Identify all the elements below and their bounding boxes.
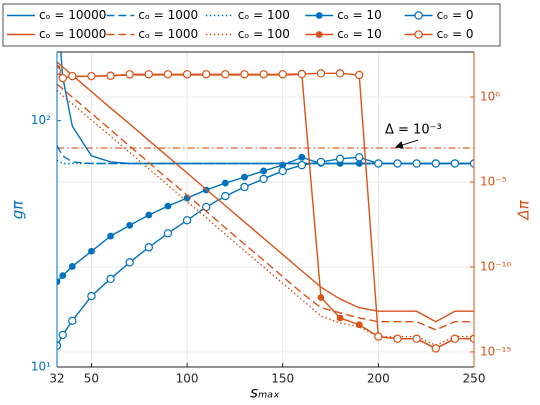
point — [106, 274, 115, 284]
point — [278, 166, 287, 176]
y-axis-label: gπ — [9, 200, 27, 220]
point — [297, 69, 307, 79]
point — [412, 159, 421, 168]
point — [316, 157, 326, 167]
point — [163, 229, 173, 238]
point — [374, 159, 383, 168]
series-line — [57, 61, 474, 323]
point — [68, 263, 76, 270]
point — [202, 70, 211, 79]
point — [241, 173, 248, 181]
point — [106, 71, 115, 80]
point — [316, 69, 326, 78]
point — [450, 159, 460, 168]
point — [144, 70, 154, 79]
point — [221, 191, 230, 201]
series-group — [57, 52, 474, 353]
point — [58, 73, 67, 83]
legend-marker — [414, 30, 423, 39]
point — [164, 202, 172, 210]
legend-label: cₒ = 0 — [437, 27, 474, 41]
point — [393, 159, 402, 168]
x-tick-label: 150 — [271, 372, 294, 386]
reference-label: Δ = 10⁻³ — [385, 123, 442, 138]
x-tick-label: 32 — [49, 372, 64, 386]
point — [87, 71, 96, 81]
legend-label: cₒ = 10 — [337, 8, 382, 22]
point — [374, 332, 383, 341]
x-tick-label: 100 — [176, 372, 199, 386]
x-tick-label: 250 — [463, 372, 486, 386]
point — [87, 291, 96, 301]
y2-tick-label: 10⁰ — [480, 90, 500, 104]
plot-area — [57, 52, 474, 367]
point — [259, 174, 268, 184]
point — [298, 153, 306, 161]
point — [355, 321, 363, 329]
point — [125, 258, 134, 267]
point — [355, 153, 364, 162]
point — [182, 216, 192, 225]
y2-tick-label: 10⁻¹⁵ — [480, 344, 511, 358]
point — [355, 160, 363, 167]
y-tick-label: 10² — [31, 113, 51, 127]
legend-label: cₒ = 1000 — [138, 8, 198, 22]
series-line — [57, 83, 474, 331]
x-tick-label: 50 — [84, 372, 99, 386]
point — [88, 247, 95, 255]
point — [107, 232, 114, 240]
legend-marker — [315, 12, 323, 19]
legend-box — [2, 3, 501, 47]
point — [335, 154, 345, 164]
point — [335, 69, 345, 78]
point — [259, 70, 268, 79]
y-tick-label: 10¹ — [31, 360, 51, 374]
point — [393, 334, 402, 343]
legend: cₒ = 10000 cₒ = 1000 cₒ = 100 cₒ = 10 cₒ = 0… — [2, 3, 501, 47]
reference-arrow — [395, 139, 419, 149]
point — [412, 334, 421, 343]
point — [59, 272, 67, 279]
point — [126, 221, 134, 229]
point — [68, 316, 77, 326]
legend-label: cₒ = 10 — [337, 27, 382, 41]
axes: 32 50 100 150 200 250 10¹ 10² 10⁻¹⁵ 10⁻¹⁰ 10⁻⁵ 10⁰ Δ… — [31, 51, 511, 386]
legend-label: cₒ = 1000 — [138, 27, 198, 41]
point — [355, 70, 364, 80]
x-tick-label: 200 — [367, 372, 390, 386]
legend-marker — [315, 31, 323, 38]
legend-marker — [414, 11, 423, 20]
y2-tick-label: 10⁻⁵ — [480, 175, 507, 189]
point — [145, 211, 153, 219]
y2-axis-label: Δπ — [515, 199, 533, 220]
x-axis-label: sₘₐₓ — [250, 384, 280, 402]
point — [240, 182, 249, 192]
legend-label: cₒ = 100 — [238, 27, 290, 41]
legend-label: cₒ = 10000 — [39, 27, 106, 41]
point — [221, 179, 229, 187]
point — [58, 330, 67, 340]
point — [260, 167, 267, 175]
y2-tick-label: 10⁻¹⁰ — [480, 259, 511, 273]
point — [431, 344, 440, 353]
point — [317, 294, 325, 301]
point — [240, 70, 249, 79]
point — [125, 70, 134, 79]
legend-label: cₒ = 10000 — [39, 8, 106, 22]
legend-label: cₒ = 0 — [437, 8, 474, 22]
point — [144, 243, 154, 252]
point — [68, 71, 77, 81]
point — [450, 334, 460, 343]
legend-label: cₒ = 100 — [238, 8, 290, 22]
point — [221, 70, 230, 79]
point — [431, 159, 440, 168]
point — [278, 70, 287, 79]
point — [163, 70, 173, 79]
point — [297, 160, 307, 170]
point — [182, 70, 192, 79]
point — [336, 314, 344, 322]
